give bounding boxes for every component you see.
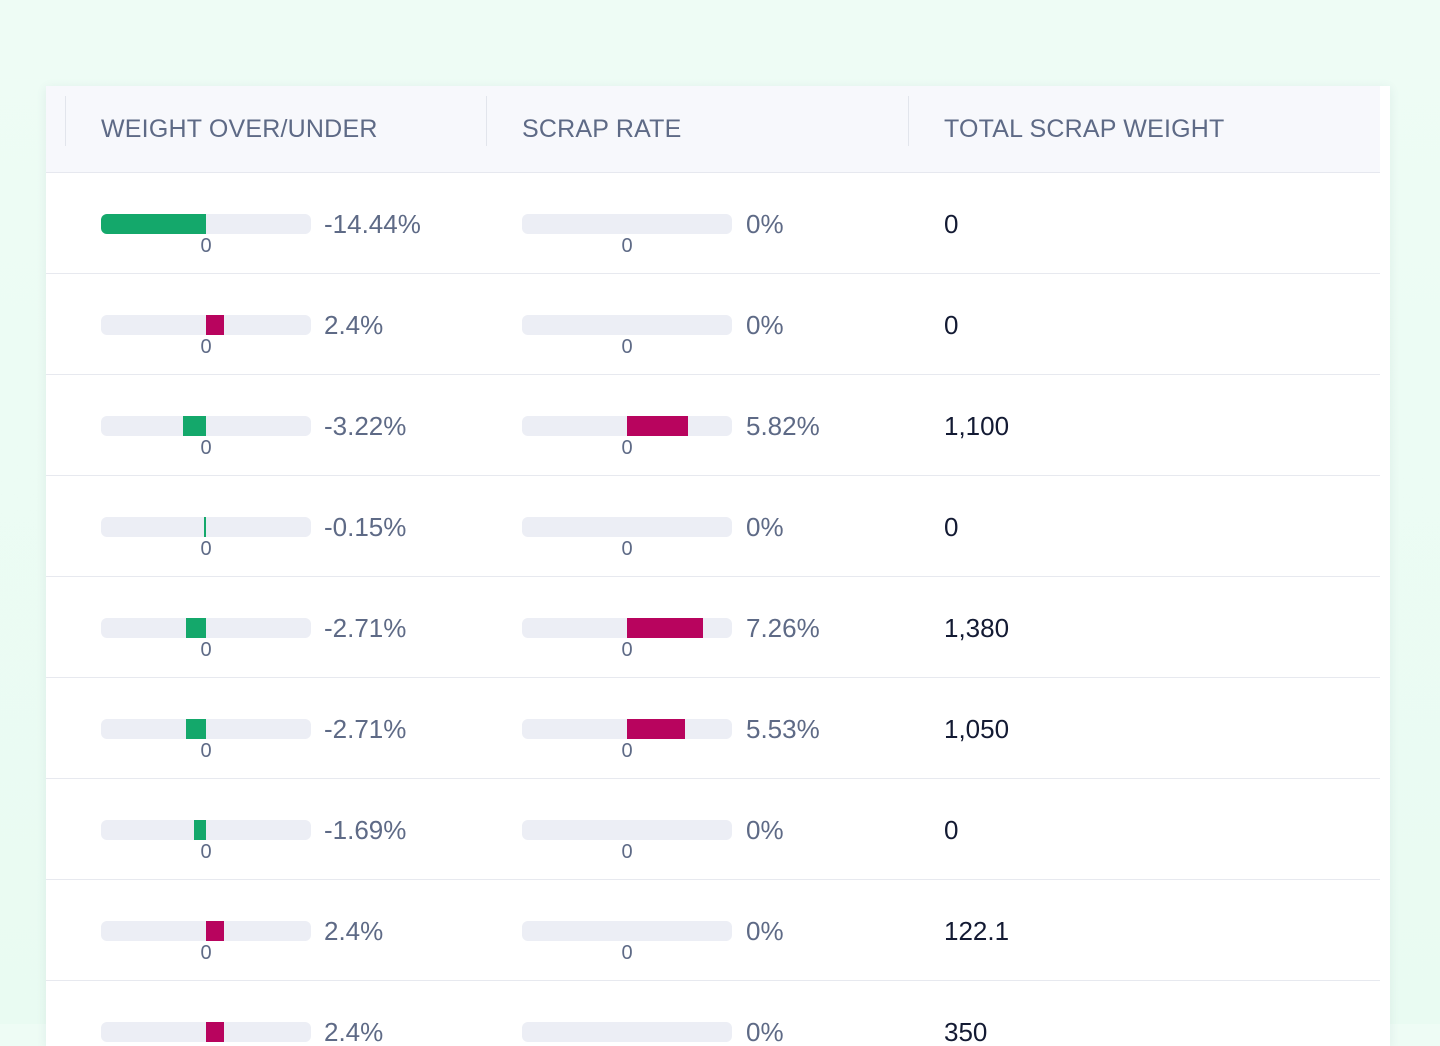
table-row[interactable]: 02.4%00%350 <box>46 981 1380 1046</box>
weight-bar-track <box>101 921 311 941</box>
weight-percent: -14.44% <box>324 209 421 239</box>
weight-bar-fill <box>193 820 206 840</box>
weight-axis-zero-label: 0 <box>200 841 212 863</box>
weight-percent: -0.15% <box>324 512 407 542</box>
scrap-axis-zero-label: 0 <box>621 336 633 358</box>
weight-percent: 2.4% <box>324 310 384 340</box>
weight-bar-track <box>101 416 311 436</box>
table-body: 0 -14.44% 0 0% 0 0 2.4% 0 0% 0 0 -3.22% 0 5.82% 1,100 0… <box>46 173 1380 1046</box>
weight-bar-track <box>101 820 311 840</box>
scrap-axis-zero-label: 0 <box>621 235 633 257</box>
weight-axis-zero-label: 0 <box>200 336 212 358</box>
weight-bar-track <box>101 517 311 537</box>
weight-bar-fill <box>206 1022 224 1042</box>
scrap-rate-percent: 0% <box>746 512 784 542</box>
weight-axis-zero-label: 0 <box>200 740 212 762</box>
scrap-axis-zero-label: 0 <box>621 437 633 459</box>
scrap-rate-percent: 0% <box>746 209 784 239</box>
weight-axis-zero-label: 0 <box>200 437 212 459</box>
weight-bar-fill <box>186 618 206 638</box>
table-row[interactable]: 0 -1.69% 0 0% 0 <box>46 779 1380 880</box>
weight-percent: -2.71% <box>324 714 407 744</box>
total-scrap-weight: 1,380 <box>944 613 1010 643</box>
scrap-axis-zero-label: 0 <box>621 538 633 560</box>
weight-bar-track <box>101 618 311 638</box>
weight-percent: -3.22% <box>324 411 407 441</box>
weight-bar-fill <box>206 921 224 941</box>
weight-bar-fill <box>182 416 206 436</box>
scrap-bar-fill <box>627 416 689 436</box>
total-scrap-weight: 122.1 <box>944 916 1010 946</box>
weight-bar-track <box>101 719 311 739</box>
weight-bar-track <box>101 1022 311 1042</box>
scrap-bar-track <box>522 820 732 840</box>
weight-percent: 2.4% <box>324 916 384 946</box>
header-divider <box>65 96 66 146</box>
scrap-rate-percent: 5.82% <box>746 411 820 441</box>
scrap-bar-fill <box>627 618 704 638</box>
total-scrap-weight: 1,100 <box>944 411 1010 441</box>
table-row[interactable]: 0 -14.44% 0 0% 0 <box>46 173 1380 274</box>
total-scrap-weight: 0 <box>944 209 959 239</box>
weight-bar-track <box>101 214 311 234</box>
total-scrap-weight: 0 <box>944 310 959 340</box>
scrap-bar-track <box>522 517 732 537</box>
scrap-rate-percent: 0% <box>746 1017 784 1046</box>
total-scrap-weight: 0 <box>944 512 959 542</box>
table-row[interactable]: 0 -0.15% 0 0% 0 <box>46 476 1380 577</box>
scrap-bar-track <box>522 921 732 941</box>
weight-axis-zero-label: 0 <box>200 538 212 560</box>
table-row[interactable]: 0 -2.71% 0 5.53% 1,050 <box>46 678 1380 779</box>
scrap-bar-track <box>522 1022 732 1042</box>
weight-bar-fill <box>101 214 206 234</box>
weight-axis-zero-label: 0 <box>200 639 212 661</box>
table-header: WEIGHT OVER/UNDER SCRAP RATE TOTAL SCRAP… <box>46 86 1380 173</box>
scrap-axis-zero-label: 0 <box>621 740 633 762</box>
scrap-bar-fill <box>627 719 686 739</box>
scrap-bar-track <box>522 719 732 739</box>
column-header-scrap-rate[interactable]: SCRAP RATE <box>522 114 682 143</box>
weight-bar-fill <box>204 517 206 537</box>
scrap-axis-zero-label: 0 <box>621 942 633 964</box>
weight-bar-fill <box>206 315 224 335</box>
weight-bar-track <box>101 315 311 335</box>
scrap-rate-percent: 0% <box>746 310 784 340</box>
column-header-weight-over-under[interactable]: WEIGHT OVER/UNDER <box>101 114 378 143</box>
weight-percent: 2.4% <box>324 1017 384 1046</box>
scrap-bar-track <box>522 416 732 436</box>
scrap-rate-percent: 7.26% <box>746 613 820 643</box>
scrap-rate-percent: 0% <box>746 815 784 845</box>
weight-axis-zero-label: 0 <box>200 235 212 257</box>
scrap-table-card: WEIGHT OVER/UNDER SCRAP RATE TOTAL SCRAP… <box>46 86 1390 1046</box>
scrap-bar-track <box>522 618 732 638</box>
table-row[interactable]: 0 -2.71% 0 7.26% 1,380 <box>46 577 1380 678</box>
table-row[interactable]: 0 -3.22% 0 5.82% 1,100 <box>46 375 1380 476</box>
column-header-total-scrap-weight[interactable]: TOTAL SCRAP WEIGHT <box>944 114 1225 143</box>
table-row[interactable]: 0 2.4% 0 0% 122.1 <box>46 880 1380 981</box>
total-scrap-weight: 0 <box>944 815 959 845</box>
scrap-axis-zero-label: 0 <box>621 841 633 863</box>
scrap-bar-track <box>522 315 732 335</box>
header-divider <box>486 96 487 146</box>
scrap-rate-percent: 5.53% <box>746 714 820 744</box>
scrap-axis-zero-label: 0 <box>621 639 633 661</box>
weight-percent: -1.69% <box>324 815 407 845</box>
header-divider <box>908 96 909 146</box>
weight-percent: -2.71% <box>324 613 407 643</box>
total-scrap-weight: 350 <box>944 1017 988 1046</box>
weight-axis-zero-label: 0 <box>200 942 212 964</box>
weight-bar-fill <box>186 719 206 739</box>
scrap-rate-percent: 0% <box>746 916 784 946</box>
table-row[interactable]: 0 2.4% 0 0% 0 <box>46 274 1380 375</box>
scrap-bar-track <box>522 214 732 234</box>
total-scrap-weight: 1,050 <box>944 714 1010 744</box>
